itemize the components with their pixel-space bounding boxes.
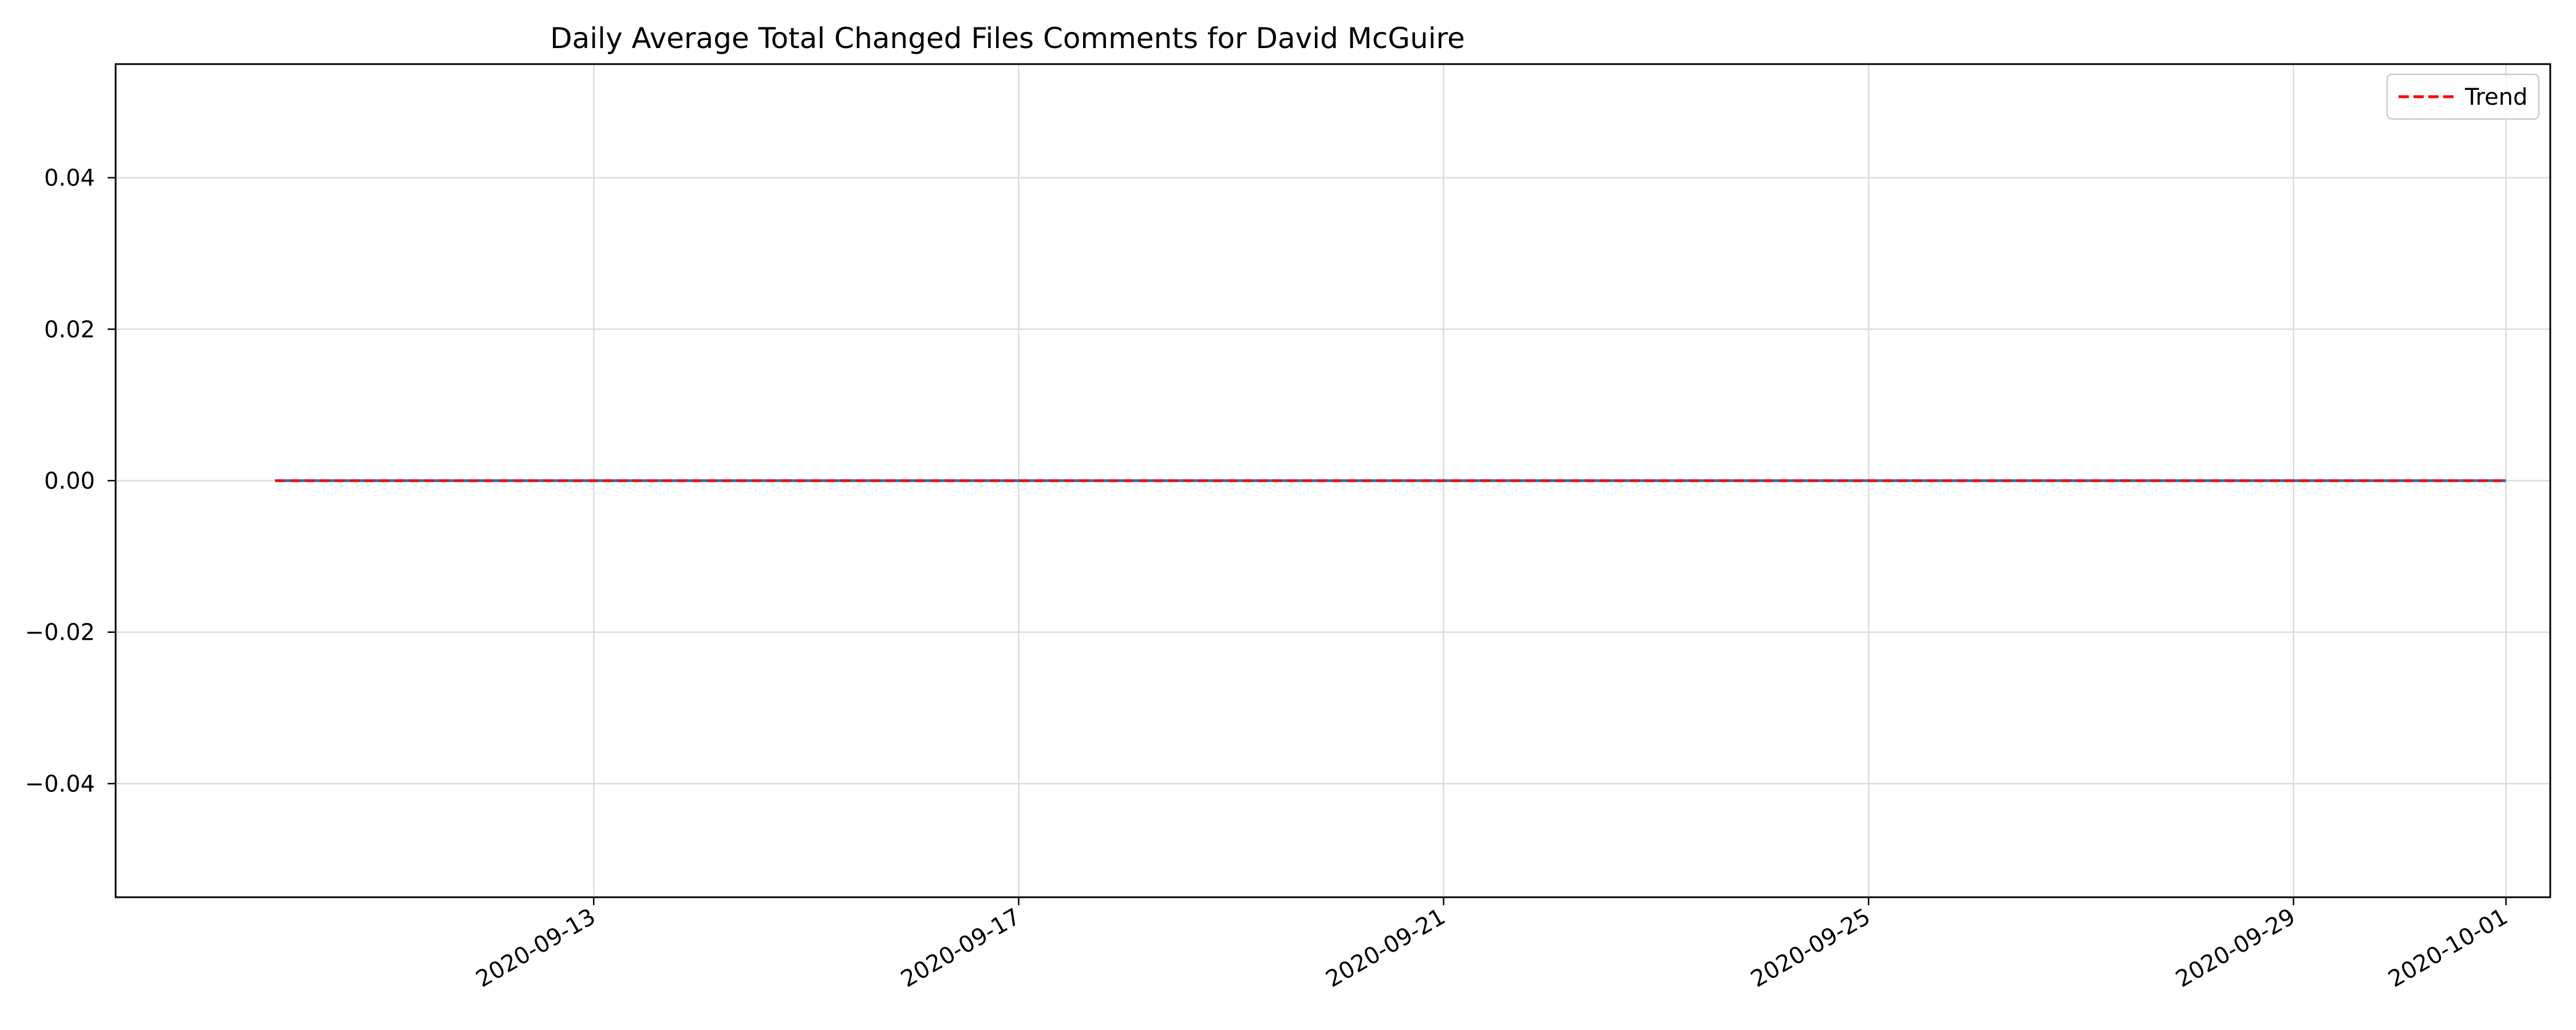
y-tick-label: −0.04 (25, 771, 95, 797)
y-tick-label: −0.02 (25, 620, 95, 646)
y-tick-label: 0.02 (44, 316, 95, 343)
y-tick-label: 0.04 (44, 165, 95, 192)
y-tick-label: 0.00 (44, 468, 95, 494)
legend-box (2386, 73, 2540, 120)
legend: Trend (2386, 73, 2540, 120)
chart-title: Daily Average Total Changed Files Commen… (550, 22, 1465, 55)
legend-trend-label: Trend (2464, 84, 2527, 110)
